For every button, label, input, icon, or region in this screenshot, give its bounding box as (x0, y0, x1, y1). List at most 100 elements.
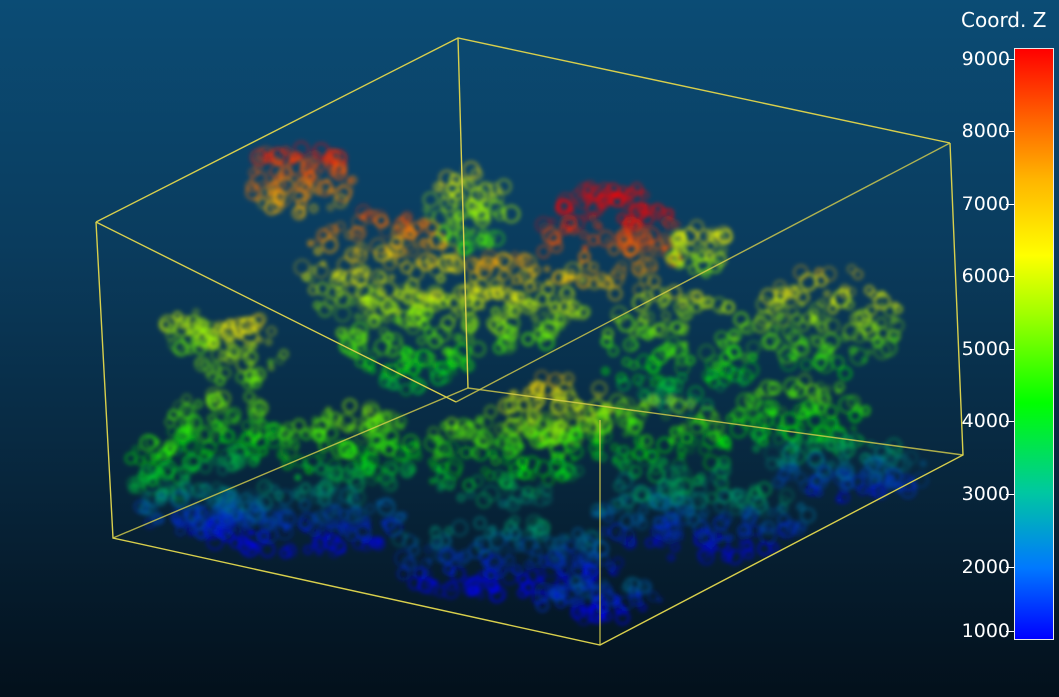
point-cluster-blob (265, 338, 272, 345)
point-cluster-blob (462, 161, 480, 179)
point-cluster-blob (604, 237, 611, 244)
point-cluster-blob (640, 204, 654, 217)
point-cluster-blob (462, 196, 470, 203)
point-cluster-blob (146, 475, 158, 487)
point-cluster-blob (481, 466, 490, 475)
point-cluster-blob (332, 487, 342, 498)
point-cluster-blob (815, 274, 828, 287)
point-cluster-blob (686, 446, 694, 454)
point-cluster-blob (597, 224, 604, 231)
scalebar-tick-mark (1006, 631, 1014, 632)
point-cluster-blob (793, 264, 809, 280)
point-cluster-blob (195, 331, 212, 348)
point-cluster-blob (382, 498, 391, 508)
point-cluster-blob (439, 546, 457, 565)
point-cluster-blob (537, 484, 543, 490)
point-cluster-blob (776, 523, 789, 535)
point-cluster-blob (243, 441, 257, 455)
point-cluster-blob (427, 426, 440, 439)
point-cluster-blob (382, 315, 391, 323)
point-cluster-blob (535, 292, 550, 307)
point-cluster-blob (708, 259, 723, 274)
scalebar-tick-label: 6000 (961, 265, 1010, 287)
point-cluster-blob (681, 432, 693, 444)
point-cluster-blob (629, 340, 639, 350)
point-cluster-blob (707, 369, 718, 380)
point-cluster-blob (838, 395, 857, 414)
point-cluster-blob (598, 422, 610, 435)
point-cluster-blob (749, 525, 761, 537)
point-cluster-blob (237, 317, 254, 334)
point-cluster-blob (777, 522, 794, 539)
point-cluster-blob (263, 484, 272, 493)
point-cluster-blob (150, 453, 159, 461)
point-cluster-blob (610, 566, 620, 576)
point-cluster-blob (602, 277, 614, 289)
point-cluster-blob (561, 586, 578, 603)
point-cluster-blob (474, 210, 491, 227)
point-cluster-blob (772, 476, 785, 489)
point-cluster-blob (702, 369, 716, 383)
point-cluster-blob (504, 398, 520, 414)
point-cluster-blob (541, 486, 552, 497)
point-cluster-blob (496, 179, 512, 194)
point-cluster-blob (307, 240, 314, 247)
point-cluster-blob (678, 511, 693, 525)
point-cluster-blob (484, 405, 498, 419)
point-cluster-blob (783, 293, 797, 307)
point-cluster-blob (443, 447, 453, 457)
point-cluster-blob (489, 317, 507, 334)
point-cluster-blob (244, 369, 258, 384)
point-cluster-blob (676, 441, 683, 447)
point-cluster-blob (632, 374, 644, 386)
point-cluster-blob (454, 225, 467, 238)
point-cluster-blob (352, 507, 366, 521)
point-cluster-blob (347, 297, 356, 306)
point-cluster-blob (313, 263, 329, 278)
point-cluster-blob (363, 210, 377, 224)
point-cluster-blob (693, 529, 712, 547)
point-cluster-blob (698, 548, 715, 565)
point-cluster-blob (444, 253, 462, 272)
point-cluster-blob (703, 454, 719, 471)
scalebar-tick-mark (1006, 204, 1014, 205)
point-cluster-blob (273, 158, 282, 166)
point-cluster-blob (355, 357, 366, 368)
point-cluster-blob (758, 526, 765, 533)
point-cluster-blob (386, 249, 394, 257)
point-cluster-blob (623, 495, 634, 507)
point-cluster-blob (549, 457, 567, 475)
point-cluster-blob (785, 288, 793, 297)
point-cluster-blob (179, 482, 193, 495)
point-cluster-blob (254, 494, 264, 504)
point-cluster-blob (649, 239, 666, 256)
point-cluster-blob (553, 419, 567, 432)
point-cluster-blob (715, 464, 729, 477)
point-cluster-blob (509, 433, 522, 445)
point-cluster-blob (612, 595, 621, 604)
point-cluster-blob (318, 439, 331, 452)
point-cluster-blob (572, 548, 581, 557)
point-cluster-blob (777, 468, 790, 481)
point-cluster-blob (440, 421, 449, 431)
point-cluster-blob (787, 520, 800, 534)
point-cluster-blob (380, 519, 388, 526)
point-cluster-blob (470, 341, 486, 357)
point-cluster-blob (394, 217, 409, 232)
point-cluster-blob (322, 413, 334, 425)
point-cluster-blob (536, 584, 554, 601)
point-cluster-blob (365, 504, 375, 514)
point-cluster-blob (782, 290, 793, 301)
point-cluster-blob (206, 387, 221, 402)
point-cluster-blob (495, 438, 501, 445)
point-cluster-blob (894, 485, 903, 493)
point-cluster-blob (648, 591, 659, 602)
point-cluster-blob (642, 258, 658, 273)
point-cluster-blob (653, 204, 665, 216)
point-cluster-blob (261, 527, 278, 543)
point-cluster-blob (392, 531, 407, 547)
point-cluster-blob (324, 426, 338, 440)
point-cluster-blob (276, 170, 284, 178)
point-cluster-blob (776, 425, 784, 432)
